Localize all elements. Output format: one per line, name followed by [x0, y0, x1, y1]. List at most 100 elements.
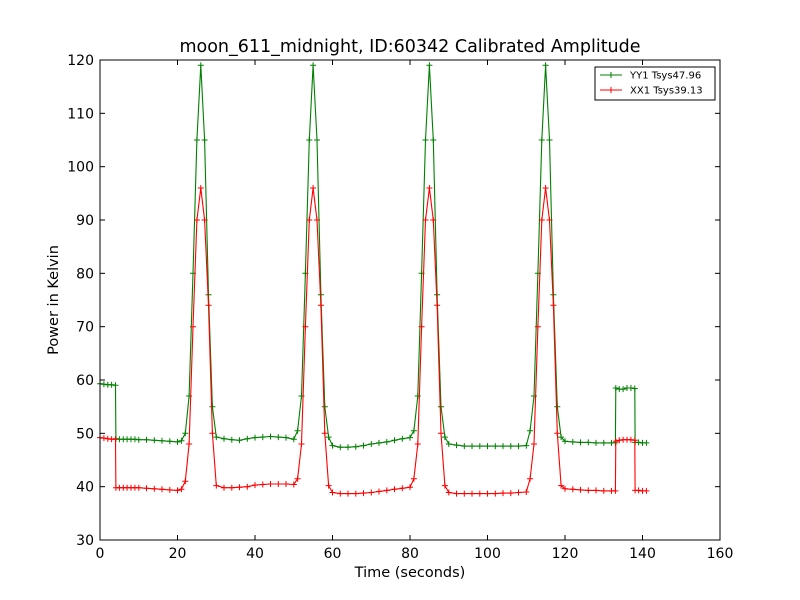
data-point-marker: [461, 490, 468, 497]
data-point-marker: [236, 437, 243, 444]
data-point-marker: [135, 484, 142, 491]
data-point-marker: [275, 481, 282, 487]
data-point-marker: [627, 436, 634, 443]
x-tick-label: 100: [474, 546, 501, 562]
data-point-marker: [438, 430, 444, 437]
data-point-marker: [213, 482, 220, 489]
legend-marker-xx1: [608, 87, 614, 93]
legend-label-xx1: XX1 Tsys39.13: [630, 86, 703, 97]
data-point-marker: [469, 490, 475, 497]
x-axis-label: Time (seconds): [354, 565, 466, 581]
data-point-marker: [193, 137, 200, 143]
x-tick-label: 20: [169, 546, 187, 562]
data-point-marker: [469, 443, 475, 450]
data-point-marker: [283, 434, 289, 441]
data-point-marker: [186, 441, 193, 447]
data-point-marker: [294, 475, 301, 482]
plot-frame: [99, 59, 721, 541]
x-tick-label: 40: [246, 546, 264, 562]
data-point-marker: [259, 434, 266, 441]
data-point-marker: [306, 137, 313, 143]
data-point-marker: [383, 438, 390, 445]
data-point-marker: [182, 478, 189, 485]
data-point-marker: [166, 438, 173, 445]
data-point-marker: [209, 403, 216, 410]
data-point-marker: [244, 435, 251, 442]
data-point-marker: [410, 475, 417, 482]
data-point-marker: [577, 439, 584, 446]
data-point-marker: [159, 486, 165, 493]
data-point-marker: [376, 488, 382, 495]
data-point-marker: [542, 62, 549, 69]
legend: YY1 Tsys47.96 XX1 Tsys39.13: [594, 66, 716, 101]
y-tick-label: 30: [76, 533, 94, 549]
data-point-marker: [585, 487, 592, 494]
data-point-marker: [430, 217, 437, 223]
data-point-marker: [484, 443, 491, 450]
data-point-marker: [151, 485, 158, 492]
data-point-marker: [201, 217, 208, 223]
data-point-marker: [643, 487, 650, 494]
data-point-marker: [290, 481, 297, 488]
y-tick-label: 60: [76, 373, 94, 389]
data-point-marker: [434, 302, 441, 309]
y-tick-label: 100: [67, 160, 94, 176]
tick-labels: 0 20 40 60 80 100 120 140 160 30 40 50 60 70 80 90 100 11…: [67, 53, 733, 562]
data-point-marker: [178, 486, 185, 493]
data-point-marker: [593, 487, 599, 494]
data-point-marker: [445, 441, 452, 447]
data-point-marker: [441, 482, 448, 489]
data-point-marker: [500, 490, 506, 497]
data-point-marker: [360, 490, 367, 497]
data-point-marker: [492, 490, 499, 497]
series-layer: [97, 62, 650, 497]
data-point-marker: [345, 444, 351, 451]
y-tick-label: 70: [76, 320, 94, 336]
data-point-marker: [600, 487, 607, 494]
x-tick-label: 80: [401, 546, 419, 562]
data-point-marker: [310, 185, 317, 191]
data-point-marker: [197, 62, 204, 69]
data-point-marker: [430, 137, 437, 143]
data-point-marker: [298, 441, 305, 447]
data-point-marker: [631, 437, 638, 444]
y-tick-label: 40: [76, 480, 94, 496]
data-point-marker: [426, 185, 433, 191]
data-point-marker: [352, 443, 359, 450]
data-point-marker: [542, 185, 549, 191]
data-point-marker: [166, 486, 173, 493]
y-tick-label: 50: [76, 426, 94, 442]
x-tick-label: 140: [629, 546, 656, 562]
data-point-marker: [100, 435, 107, 442]
data-point-marker: [325, 434, 332, 441]
data-point-marker: [244, 483, 251, 490]
data-point-marker: [321, 403, 328, 410]
data-point-marker: [178, 437, 185, 444]
data-point-marker: [558, 434, 565, 441]
data-point-marker: [337, 444, 344, 451]
data-point-marker: [325, 482, 332, 489]
data-point-marker: [290, 436, 297, 443]
data-point-marker: [620, 386, 627, 393]
data-point-marker: [476, 443, 483, 450]
data-point-marker: [112, 436, 119, 443]
data-point-marker: [492, 443, 499, 450]
data-point-marker: [414, 441, 421, 447]
x-tick-label: 120: [552, 546, 579, 562]
data-point-marker: [612, 438, 619, 445]
plot-area: [97, 59, 721, 541]
data-point-marker: [550, 302, 557, 309]
data-point-marker: [174, 487, 181, 494]
data-point-marker: [507, 443, 514, 450]
y-tick-label: 120: [67, 53, 94, 69]
series-line: [99, 65, 647, 448]
data-point-marker: [317, 302, 324, 309]
data-point-marker: [523, 489, 530, 495]
data-point-marker: [422, 217, 429, 223]
data-point-marker: [368, 441, 375, 447]
data-point-marker: [585, 439, 592, 446]
legend-marker-yy1: [608, 72, 614, 78]
data-point-marker: [228, 484, 235, 491]
data-point-marker: [616, 437, 623, 444]
data-point-marker: [546, 217, 553, 223]
